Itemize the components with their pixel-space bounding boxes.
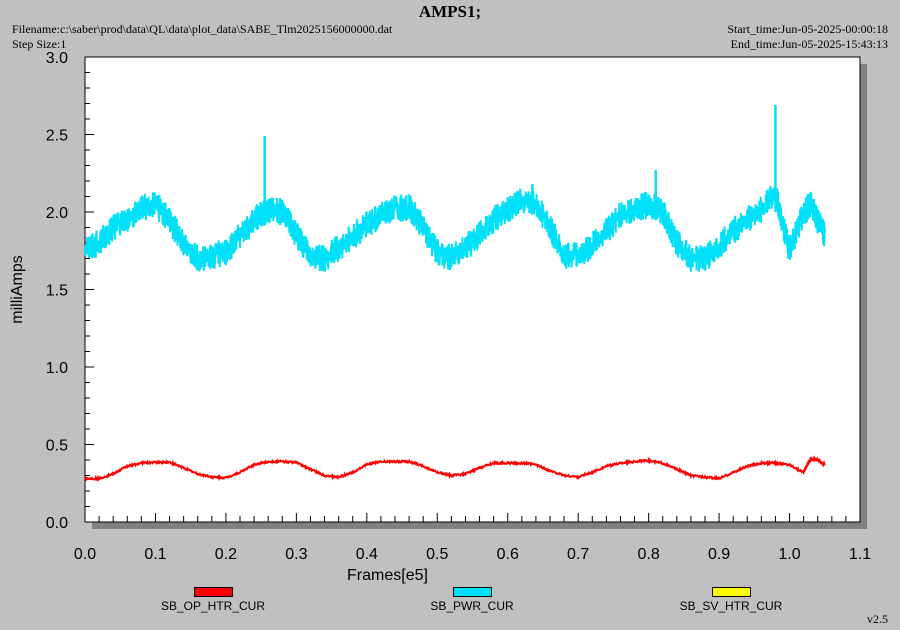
x-tick-label: 0.3 [285,546,307,563]
x-tick-label: 0.2 [215,546,237,563]
legend-label: SB_SV_HTR_CUR [679,599,783,613]
x-tick-label: 0.9 [708,546,730,563]
y-tick-label: 2.0 [46,205,68,222]
y-tick-label: 1.0 [46,360,68,377]
legend-label: SB_PWR_CUR [430,599,514,613]
x-tick-label: 0.5 [426,546,448,563]
plot-area [84,56,861,523]
x-tick-label: 0.7 [567,546,589,563]
x-tick-label: 0.8 [638,546,660,563]
x-axis-label: Frames[e5] [347,567,428,584]
x-tick-label: 0.6 [497,546,519,563]
y-tick-label: 0.5 [46,438,68,455]
y-tick-label: 0.0 [46,515,68,532]
y-tick-label: 2.5 [46,128,68,145]
y-tick-label: 3.0 [46,50,68,67]
step-size-label: Step Size:1 [12,37,67,51]
legend-swatch [712,587,751,597]
legend-swatch [194,587,233,597]
x-tick-label: 1.0 [778,546,800,563]
start-time-label: Start_time:Jun-05-2025-00:00:18 [727,22,888,36]
legend-label: SB_OP_HTR_CUR [160,599,266,613]
y-axis-label: milliAmps [9,255,26,323]
x-tick-label: 0.0 [74,546,96,563]
x-tick-label: 0.1 [144,546,166,563]
filename-label: Filename:c:\saber\prod\data\QL\data\plot… [12,22,393,36]
legend-swatch [453,587,492,597]
x-tick-label: 1.1 [849,546,871,563]
version-label: v2.5 [867,612,888,626]
series-line-sb-pwr-cur [84,185,826,272]
x-tick-label: 0.4 [356,546,378,563]
y-tick-label: 1.5 [46,283,68,300]
series-line-sb-op-htr-cur [84,455,826,482]
chart-title: AMPS1; [418,2,482,21]
end-time-label: End_time:Jun-05-2025-15:43:13 [730,37,888,51]
